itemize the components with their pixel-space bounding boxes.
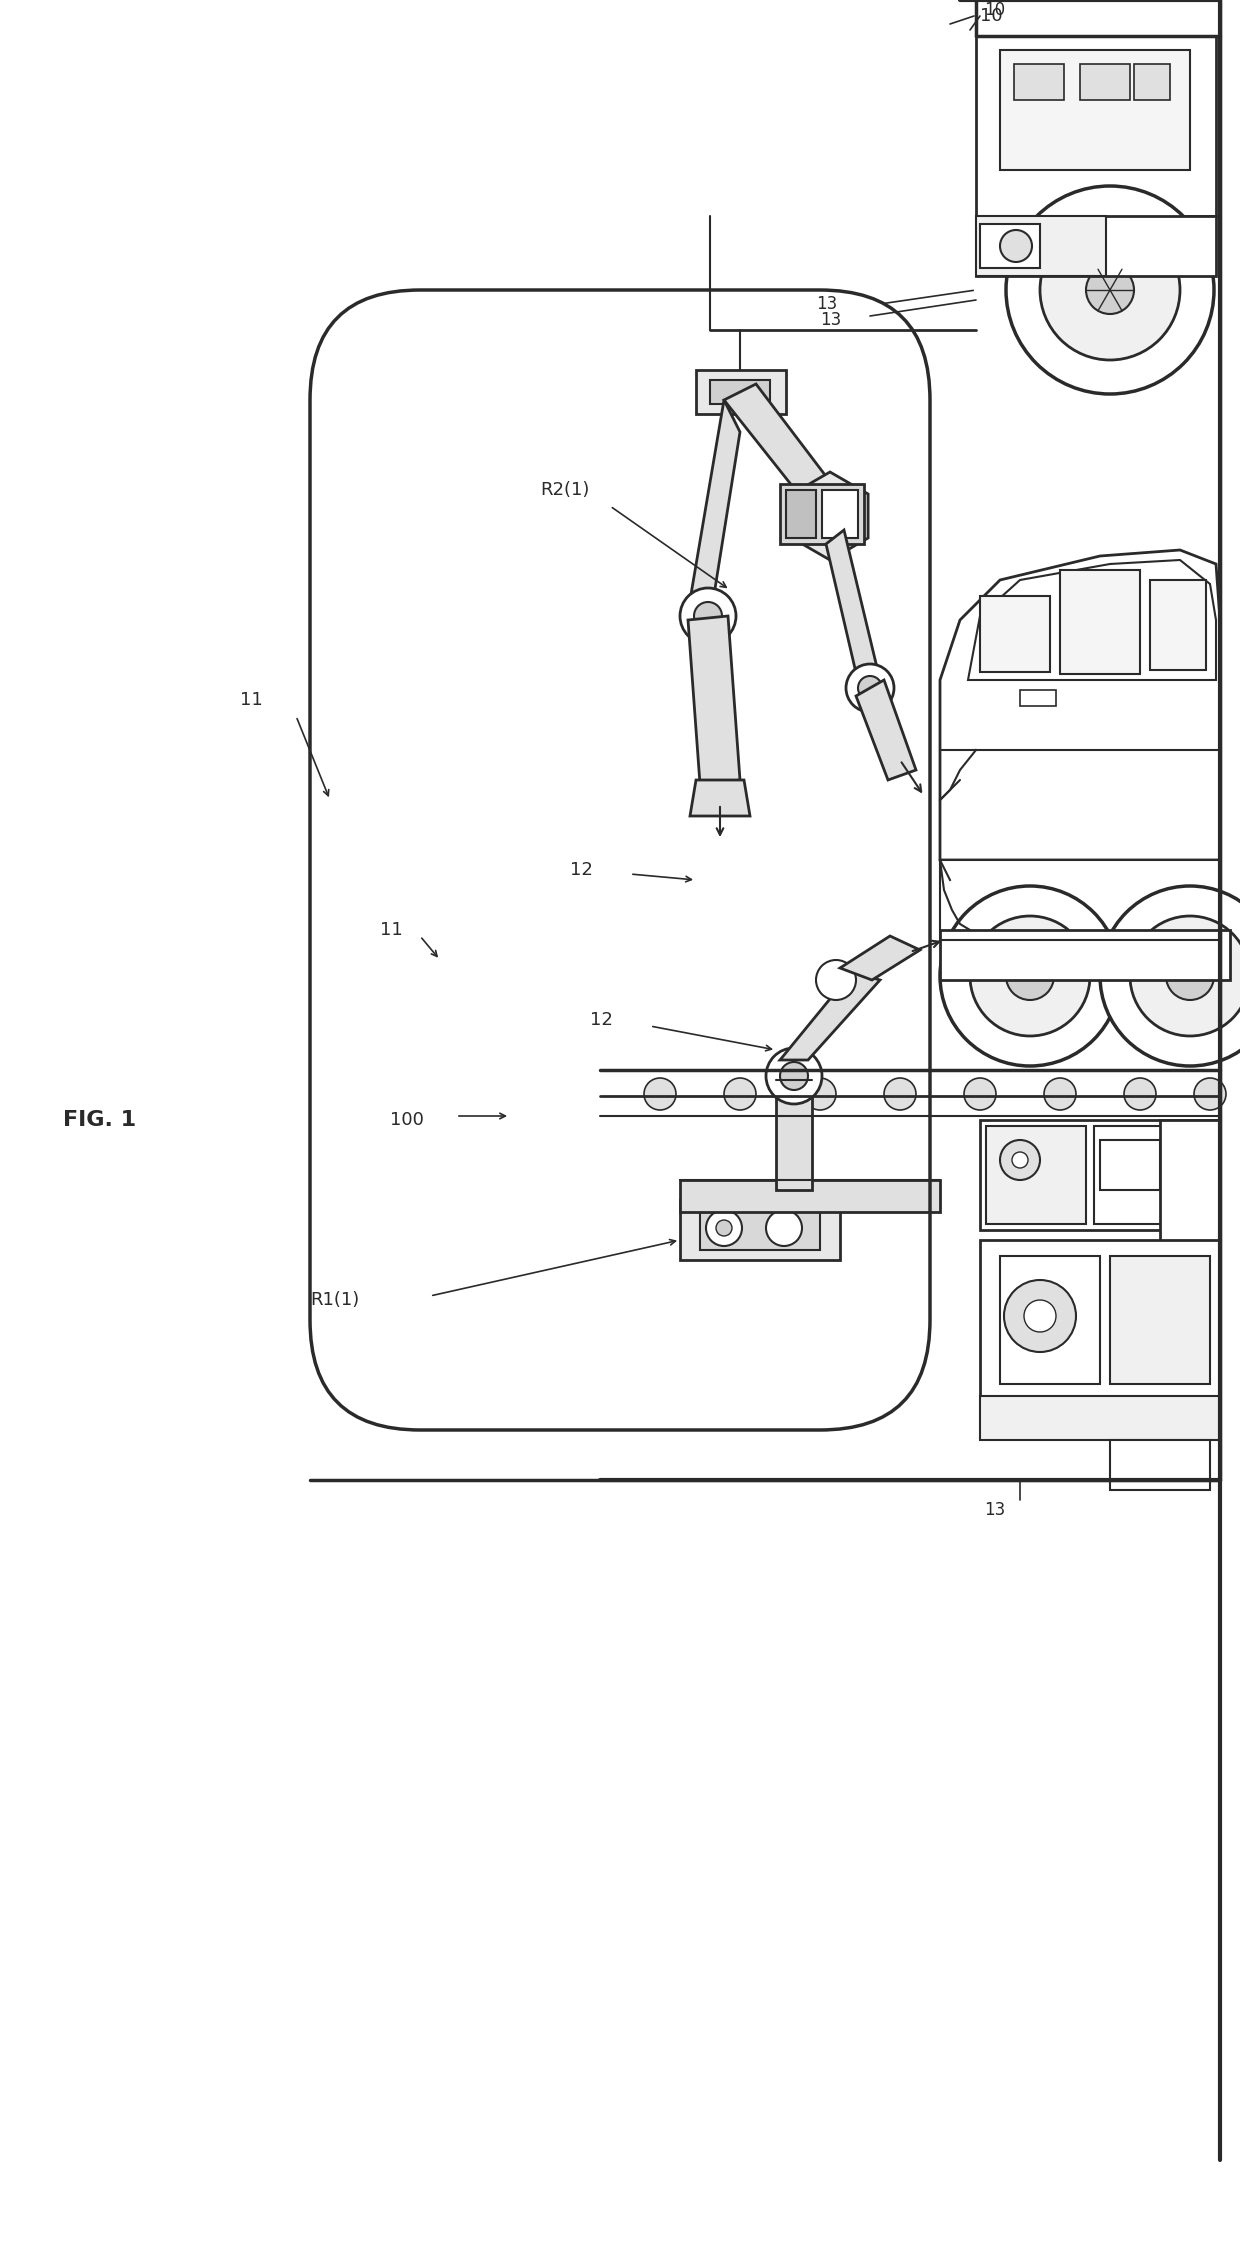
Bar — [711, 379, 770, 404]
Circle shape — [680, 589, 737, 643]
Bar — [1021, 690, 1056, 706]
Circle shape — [1194, 1078, 1226, 1110]
Text: 100: 100 — [391, 1110, 424, 1128]
Bar — [1094, 1126, 1214, 1225]
Circle shape — [715, 1220, 732, 1236]
Bar — [976, 36, 1216, 217]
Text: FIG. 1: FIG. 1 — [63, 1110, 136, 1130]
Text: 13: 13 — [820, 311, 841, 329]
Bar — [940, 929, 1230, 979]
Circle shape — [1004, 1279, 1076, 1351]
Bar — [680, 1180, 940, 1211]
Circle shape — [810, 496, 849, 537]
Polygon shape — [826, 530, 880, 690]
Polygon shape — [724, 384, 844, 517]
Bar — [786, 490, 816, 537]
Bar — [999, 1257, 1100, 1383]
Circle shape — [1086, 266, 1135, 314]
Circle shape — [1012, 1153, 1028, 1169]
Circle shape — [816, 961, 856, 999]
Text: 12: 12 — [590, 1011, 613, 1029]
Circle shape — [1040, 221, 1180, 361]
Bar — [986, 1126, 1086, 1225]
Bar — [780, 485, 864, 544]
Bar — [1100, 1139, 1159, 1189]
Bar — [1080, 63, 1130, 99]
Polygon shape — [780, 972, 880, 1060]
Bar — [1060, 571, 1140, 675]
Circle shape — [1044, 1078, 1076, 1110]
Circle shape — [694, 602, 722, 629]
Bar — [980, 1119, 1220, 1230]
Circle shape — [1024, 1299, 1056, 1331]
Text: R1(1): R1(1) — [310, 1290, 360, 1308]
Circle shape — [1166, 952, 1214, 999]
Text: 10: 10 — [980, 7, 1003, 25]
Bar — [940, 860, 1220, 941]
Circle shape — [1100, 887, 1240, 1067]
Circle shape — [1123, 1078, 1156, 1110]
Circle shape — [644, 1078, 676, 1110]
Circle shape — [884, 1078, 916, 1110]
Circle shape — [1006, 952, 1054, 999]
Text: 13: 13 — [816, 296, 837, 314]
Bar — [701, 1207, 820, 1250]
Circle shape — [780, 1063, 808, 1090]
Text: 13: 13 — [985, 1500, 1006, 1518]
Circle shape — [963, 1078, 996, 1110]
Bar — [976, 217, 1216, 275]
Polygon shape — [792, 472, 868, 559]
Bar — [980, 1241, 1220, 1401]
Circle shape — [766, 1209, 802, 1245]
Polygon shape — [856, 679, 916, 781]
Circle shape — [858, 677, 882, 699]
Circle shape — [970, 916, 1090, 1036]
Circle shape — [940, 887, 1120, 1067]
Text: 10: 10 — [985, 0, 1006, 18]
Circle shape — [766, 1049, 822, 1103]
Circle shape — [724, 1078, 756, 1110]
Bar — [980, 223, 1040, 268]
Bar — [822, 490, 858, 537]
Text: R2(1): R2(1) — [539, 481, 589, 499]
Polygon shape — [688, 399, 740, 620]
Circle shape — [1130, 916, 1240, 1036]
Bar — [1110, 1439, 1210, 1489]
Circle shape — [804, 1078, 836, 1110]
Text: 11: 11 — [379, 920, 403, 938]
Bar — [976, 217, 1106, 275]
Bar — [1159, 1119, 1220, 1320]
Circle shape — [706, 1209, 742, 1245]
Bar — [1149, 580, 1207, 670]
Bar — [999, 50, 1190, 169]
Circle shape — [1006, 185, 1214, 395]
Bar — [696, 370, 786, 415]
Polygon shape — [940, 550, 1220, 860]
Polygon shape — [688, 616, 740, 785]
Polygon shape — [968, 559, 1216, 679]
Bar — [980, 1396, 1220, 1439]
Circle shape — [999, 230, 1032, 262]
Circle shape — [999, 1139, 1040, 1180]
Bar — [1135, 63, 1171, 99]
Circle shape — [846, 663, 894, 713]
Bar — [776, 1081, 812, 1189]
Polygon shape — [839, 936, 920, 979]
Bar — [980, 596, 1050, 672]
Polygon shape — [689, 781, 750, 817]
Text: 12: 12 — [570, 862, 593, 880]
Text: 11: 11 — [241, 690, 263, 708]
Bar — [1014, 63, 1064, 99]
Bar — [680, 1200, 839, 1261]
Bar — [1110, 1257, 1210, 1383]
